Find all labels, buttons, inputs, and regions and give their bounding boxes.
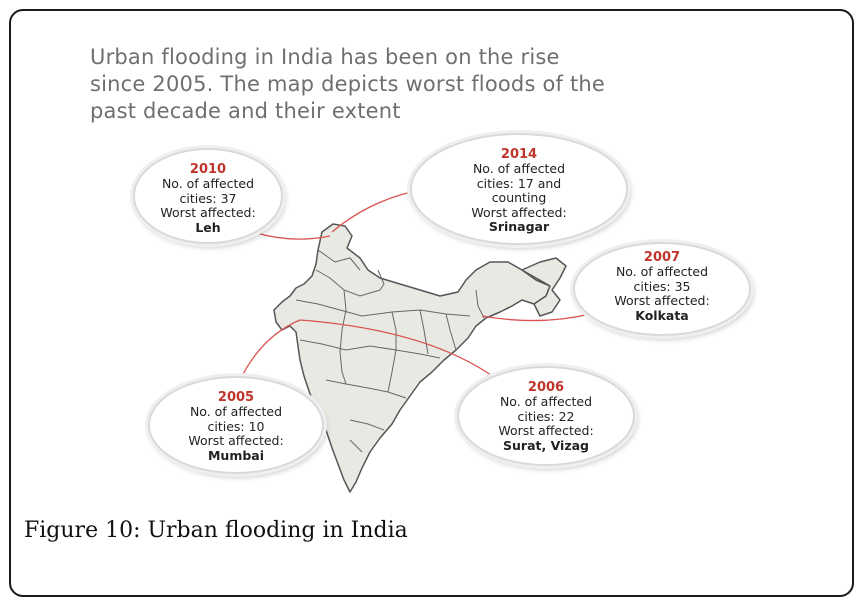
- flood-cities-count: cities: 37: [179, 190, 237, 206]
- flood-worst-label: Worst affected:: [614, 293, 710, 308]
- connector-2006: [299, 319, 499, 381]
- flood-bubble-2007: 2007 No. of affected cities: 35 Worst af…: [573, 242, 751, 336]
- flood-bubble-2010: 2010 No. of affected cities: 37 Worst af…: [133, 148, 283, 244]
- flood-cities-count: cities: 10: [207, 418, 265, 434]
- flood-label: No. of affected: [472, 161, 566, 176]
- flood-cities-count: cities: 17 and: [476, 175, 562, 191]
- figure-caption-text: Urban flooding in India: [147, 518, 408, 543]
- flood-worst-city: Mumbai: [207, 447, 265, 463]
- flood-bubble-2006: 2006 No. of affected cities: 22 Worst af…: [457, 366, 635, 466]
- flood-cities-note: counting: [491, 190, 547, 205]
- headline-line-2: since 2005. The map depicts worst floods…: [90, 72, 606, 96]
- flood-label: No. of affected: [615, 264, 709, 279]
- flood-year: 2006: [527, 380, 565, 395]
- flood-worst-city: Surat, Vizag: [503, 437, 589, 453]
- infographic-headline: Urban flooding in India has been on the …: [90, 44, 790, 125]
- flood-label: No. of affected: [189, 404, 283, 419]
- connector-2007: [481, 313, 591, 322]
- flood-year: 2014: [500, 147, 538, 162]
- flood-label: No. of affected: [161, 176, 255, 191]
- state-borders: [295, 249, 485, 453]
- flood-bubble-2005: 2005 No. of affected cities: 10 Worst af…: [148, 376, 324, 474]
- flood-worst-label: Worst affected:: [188, 433, 284, 448]
- headline-line-3: past decade and their extent: [90, 99, 401, 123]
- flood-label: No. of affected: [499, 394, 593, 409]
- flood-bubble-2014: 2014 No. of affected cities: 17 and coun…: [410, 133, 628, 245]
- flood-cities-count: cities: 35: [633, 278, 691, 294]
- flood-worst-city: Leh: [195, 219, 221, 235]
- figure-caption: Figure 10: Urban flooding in India: [24, 518, 408, 543]
- northeast-region: [521, 257, 567, 317]
- flood-year: 2007: [643, 250, 681, 265]
- figure-caption-label: Figure 10:: [24, 518, 141, 543]
- flood-worst-label: Worst affected:: [471, 204, 567, 220]
- flood-year: 2010: [189, 162, 227, 177]
- flood-worst-label: Worst affected:: [498, 423, 594, 438]
- flood-worst-city: Kolkata: [635, 307, 689, 323]
- headline-line-1: Urban flooding in India has been on the …: [90, 45, 560, 69]
- flood-year: 2005: [217, 390, 255, 405]
- flood-worst-label: Worst affected:: [160, 205, 256, 220]
- flood-worst-city: Srinagar: [488, 219, 550, 234]
- flood-cities-count: cities: 22: [517, 408, 575, 424]
